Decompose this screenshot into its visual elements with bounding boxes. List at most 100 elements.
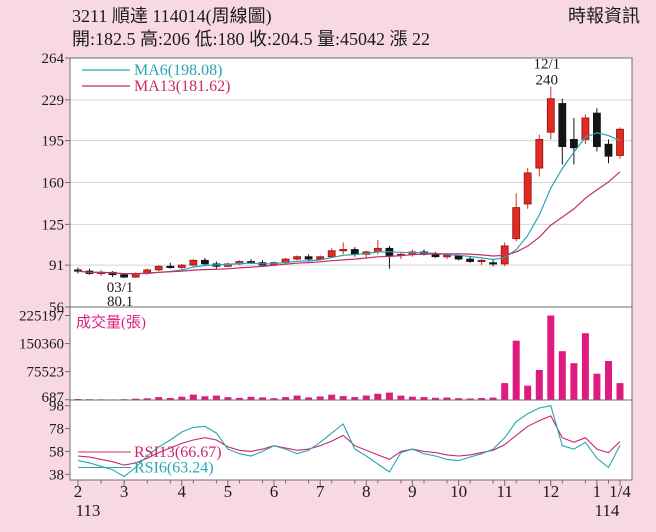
rsi-legend-label: RSI13(66.67)	[134, 444, 222, 461]
x-tick-label: 6	[270, 482, 279, 501]
candle	[523, 172, 532, 205]
price-gridlines	[70, 99, 632, 266]
candle	[166, 265, 175, 268]
ma-legend-label: MA13(181.62)	[134, 78, 230, 95]
rsi-tick-label: 98	[49, 399, 64, 415]
x-tick-label: 9	[408, 482, 417, 501]
candle	[616, 128, 624, 156]
candle	[466, 258, 475, 262]
volume-bar	[293, 395, 301, 400]
annotation-text: 240	[536, 73, 559, 89]
volume-tick-label: 225197	[19, 309, 65, 325]
chart-title: 3211 順達 114014(周線圖)	[72, 6, 272, 26]
source-label: 時報資訊	[568, 6, 640, 26]
volume-bar	[224, 397, 232, 400]
volume-bar	[374, 393, 382, 400]
volume-bar	[512, 340, 520, 400]
volume-bar	[351, 397, 359, 400]
volume-bar	[443, 397, 451, 400]
candle	[558, 103, 567, 147]
annotation-text: 80.1	[107, 294, 133, 310]
x-tick-label: 1	[593, 482, 602, 501]
year-label: 113	[76, 501, 101, 520]
x-tick-label: 10	[450, 482, 467, 501]
candle	[120, 274, 128, 278]
candle	[443, 255, 451, 258]
volume-bar	[466, 398, 474, 400]
candle	[350, 249, 359, 255]
volume-bar	[616, 383, 624, 400]
candle	[327, 250, 336, 258]
volume-bars	[74, 315, 624, 400]
volume-bar	[558, 351, 566, 400]
volume-bar	[259, 397, 266, 400]
x-axis: 2 3 4 5 6 7 8 9 10 11 12 1 1/4 113 114	[74, 480, 631, 520]
candle	[593, 112, 601, 147]
volume-bar	[535, 370, 543, 400]
candle	[570, 138, 578, 149]
price-tick-label: 229	[42, 93, 65, 109]
rsi-tick-label: 58	[49, 444, 64, 460]
volume-bar	[282, 397, 290, 400]
rsi-tick-label: 78	[49, 422, 64, 438]
x-tick-label: 3	[120, 482, 129, 501]
price-tick-label: 160	[42, 176, 65, 192]
x-tick-label: 5	[224, 482, 233, 501]
volume-bar	[455, 398, 463, 400]
candle	[316, 256, 325, 260]
volume-bar	[581, 333, 589, 400]
x-tick-label: 11	[497, 482, 513, 501]
x-tick-label: 2	[74, 482, 83, 501]
candle	[189, 259, 198, 266]
volume-bar	[593, 373, 601, 400]
volume-bar	[489, 397, 497, 400]
volume-bar	[385, 392, 393, 400]
price-tick-label: 56	[49, 300, 65, 316]
rsi-tick-label: 38	[49, 467, 64, 483]
x-tick-label: 4	[178, 482, 187, 501]
volume-bar	[305, 397, 313, 400]
volume-bar	[605, 361, 612, 400]
price-tick-label: 125	[42, 217, 65, 233]
volume-bar	[408, 396, 416, 400]
volume-bar	[547, 315, 555, 400]
volume-bar	[339, 396, 347, 400]
annotation-text: 03/1	[107, 280, 134, 296]
volume-bar	[247, 396, 255, 400]
candle	[293, 256, 302, 260]
rsi13-line	[77, 415, 621, 466]
volume-bar	[201, 396, 209, 400]
annotation-text: 12/1	[533, 57, 560, 73]
ma13-line	[77, 171, 621, 275]
volume-tick-label: 150360	[19, 337, 64, 353]
volume-bar	[328, 394, 336, 400]
x-tick-label: 8	[362, 482, 371, 501]
volume-bar	[362, 395, 370, 400]
volume-pane-label: 成交量(張)	[76, 313, 146, 331]
candle	[535, 138, 544, 169]
price-tick-label: 195	[42, 134, 65, 150]
volume-bar	[155, 397, 163, 400]
candle	[431, 253, 440, 258]
candle	[604, 143, 613, 157]
price-legend: MA6(198.08)MA13(181.62)	[82, 62, 230, 95]
volume-bar	[235, 397, 243, 400]
volume-bar	[316, 396, 324, 400]
volume-bar	[397, 395, 405, 400]
candle	[200, 259, 209, 265]
volume-bar	[270, 398, 278, 400]
volume-bar	[478, 398, 486, 400]
volume-bar	[143, 398, 151, 400]
volume-bar	[166, 398, 174, 400]
volume-bar	[432, 397, 439, 400]
ma-legend-label: MA6(198.08)	[134, 62, 222, 79]
candle	[581, 117, 590, 140]
candle	[154, 265, 163, 271]
volume-tick-label: 75523	[27, 365, 65, 381]
x-tick-label: 12	[542, 482, 559, 501]
price-tick-label: 91	[49, 258, 64, 274]
volume-bar	[212, 395, 220, 400]
